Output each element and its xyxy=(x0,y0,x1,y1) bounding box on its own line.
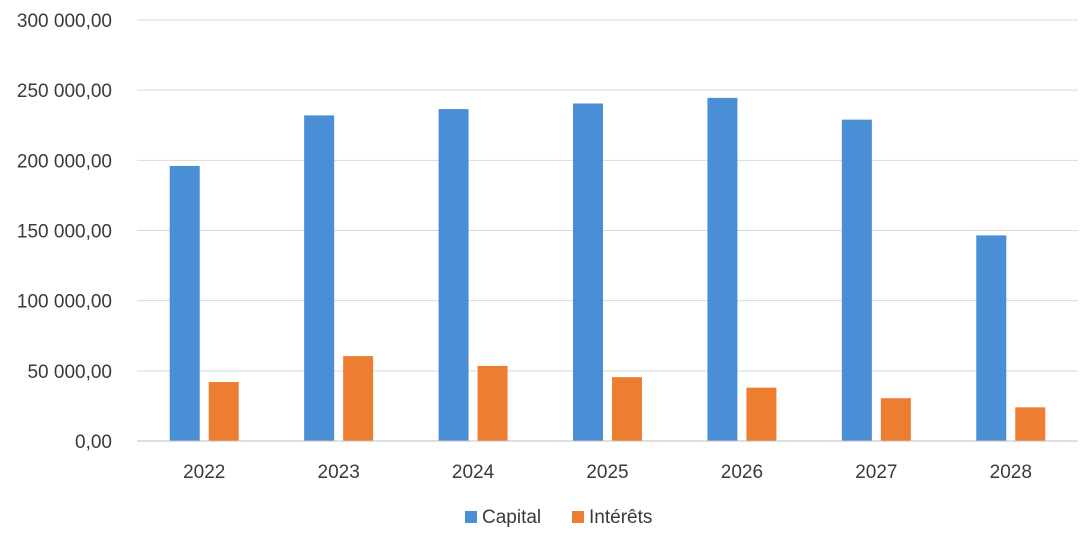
bar-int-r-ts-2028 xyxy=(1015,407,1046,441)
bar-int-r-ts-2024 xyxy=(477,365,508,441)
x-tick-label: 2025 xyxy=(586,462,628,483)
y-tick-label: 300 000,00 xyxy=(17,11,112,32)
bar-int-r-ts-2026 xyxy=(746,387,777,441)
x-tick-label: 2023 xyxy=(318,462,360,483)
legend: Capital Intérêts xyxy=(465,507,652,528)
y-tick-label: 250 000,00 xyxy=(17,81,112,102)
bar-int-r-ts-2022 xyxy=(208,382,239,441)
bar-capital-2028 xyxy=(976,235,1007,441)
bar-int-r-ts-2023 xyxy=(343,356,374,441)
legend-swatch xyxy=(572,511,584,523)
bar-int-r-ts-2027 xyxy=(880,398,911,441)
bars xyxy=(169,97,1046,442)
x-tick-label: 2028 xyxy=(990,462,1032,483)
x-tick-label: 2024 xyxy=(452,462,495,483)
x-tick-label: 2027 xyxy=(855,462,897,483)
bar-int-r-ts-2025 xyxy=(612,377,642,441)
bar-capital-2025 xyxy=(573,103,603,441)
bar-capital-2027 xyxy=(841,119,872,442)
y-tick-label: 50 000,00 xyxy=(27,362,112,383)
bar-capital-2022 xyxy=(169,165,200,442)
legend-label: Capital xyxy=(482,507,541,528)
bar-capital-2026 xyxy=(707,97,738,441)
y-tick-label: 0,00 xyxy=(75,432,112,453)
x-tick-label: 2026 xyxy=(721,462,763,483)
bar-capital-2023 xyxy=(304,115,335,441)
legend-swatch xyxy=(465,511,477,523)
gridlines xyxy=(137,19,1078,372)
bar-capital-2024 xyxy=(438,109,469,441)
y-tick-label: 150 000,00 xyxy=(17,222,112,243)
x-axis-tick-labels: 2022 2023 2024 2025 2026 2027 2028 xyxy=(183,462,1032,483)
y-tick-label: 200 000,00 xyxy=(17,151,112,172)
legend-label: Intérêts xyxy=(589,507,652,528)
y-tick-label: 100 000,00 xyxy=(17,292,112,313)
y-axis-tick-labels: 0,00 50 000,00 100 000,00 150 000,00 200 000… xyxy=(17,11,112,453)
x-tick-label: 2022 xyxy=(183,462,225,483)
